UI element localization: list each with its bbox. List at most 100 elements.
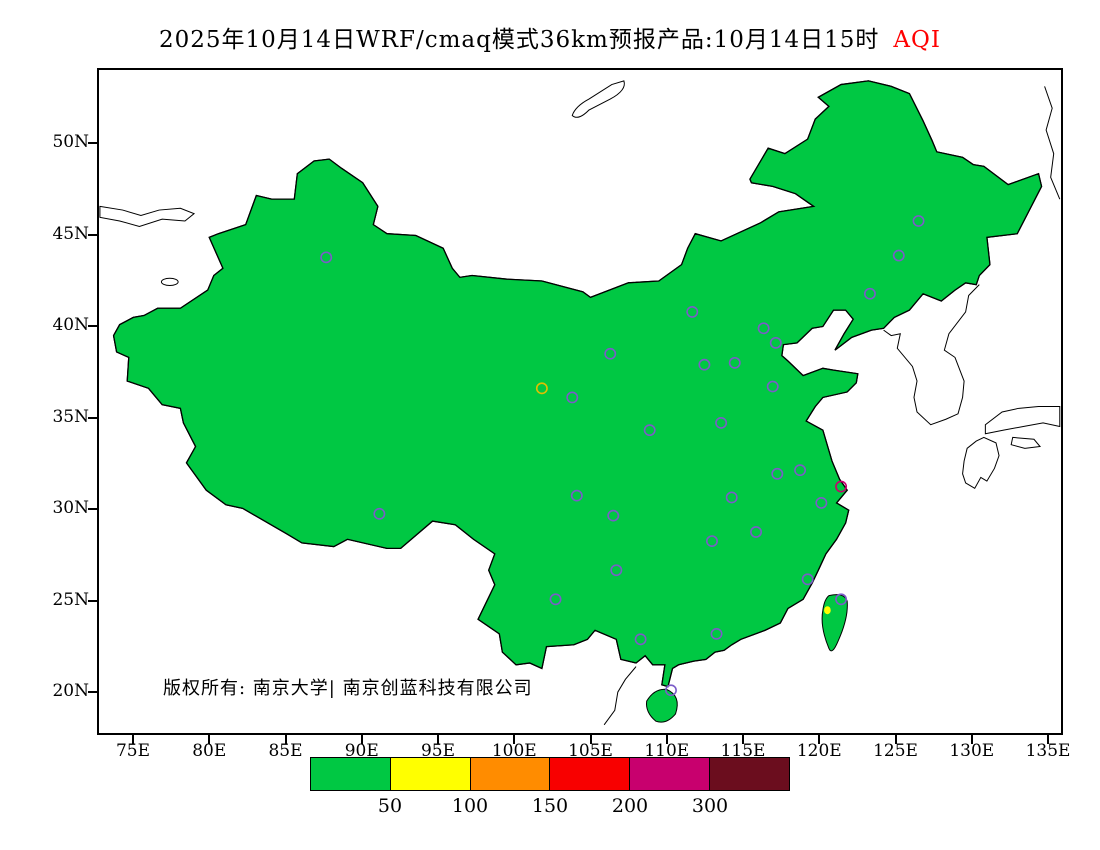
page-title: 2025年10月14日WRF/cmaq模式36km预报产品:10月14日15时 A…: [0, 20, 1100, 54]
lon-tick-mark: [208, 735, 211, 744]
station-marker: [550, 594, 560, 604]
lon-tick-label: 105E: [568, 741, 613, 761]
china-border-outline: [114, 81, 1042, 687]
lon-tick-label: 110E: [644, 741, 690, 761]
lake-baikal: [572, 81, 624, 117]
lon-tick-mark: [1047, 735, 1049, 744]
korea-coastline: [884, 285, 980, 425]
lon-tick-mark: [360, 735, 363, 744]
station-marker: [894, 250, 904, 260]
lon-tick-mark: [437, 735, 439, 744]
station-marker: [666, 685, 676, 695]
lon-tick-mark: [132, 735, 134, 744]
station-marker: [727, 492, 737, 502]
lon-tick-label: 90E: [344, 741, 379, 761]
lon-tick-label: 80E: [192, 741, 227, 761]
station-marker: [635, 634, 645, 644]
station-marker: [716, 418, 726, 428]
colorbar-boundary-label: 100: [451, 795, 489, 817]
colorbar-boundary-label: 300: [691, 795, 729, 817]
station-marker: [751, 527, 761, 537]
station-marker: [816, 498, 826, 508]
station-marker: [803, 574, 813, 584]
colorbar-boundary-label: 50: [377, 795, 403, 817]
shikoku-coastline: [1011, 437, 1040, 448]
lon-tick-label: 95E: [420, 741, 456, 761]
china-aqi-map: [99, 70, 1061, 733]
station-marker: [836, 481, 846, 491]
station-marker: [772, 469, 782, 479]
lon-tick-label: 85E: [268, 741, 303, 761]
lat-tick-mark: [88, 233, 97, 236]
lon-tick-mark: [742, 735, 744, 744]
lon-tick-label: 100E: [491, 741, 537, 761]
colorbar-boundary-label: 150: [531, 795, 569, 817]
lon-tick-mark: [970, 735, 973, 744]
lat-tick-label: 40N: [52, 315, 89, 335]
lon-tick-mark: [589, 735, 592, 744]
station-marker: [611, 565, 621, 575]
station-marker: [699, 360, 709, 370]
station-marker: [836, 594, 846, 604]
station-marker: [707, 536, 717, 546]
lon-tick-label: 115E: [720, 741, 766, 761]
contour-stibet-orange: [406, 553, 414, 562]
lon-tick-mark: [818, 735, 821, 744]
lat-tick-label: 25N: [52, 589, 89, 610]
colorbar-segment: [310, 757, 391, 791]
lon-tick-label: 75E: [115, 741, 151, 761]
station-marker: [608, 511, 618, 521]
hainan-island: [646, 689, 677, 722]
station-marker: [645, 425, 655, 435]
station-marker: [771, 338, 781, 348]
lon-tick-mark: [894, 735, 897, 744]
station-marker: [687, 307, 697, 317]
colorbar-segment: [629, 757, 711, 791]
tatar-strait-coastline: [1045, 86, 1060, 199]
colorbar-segment: [709, 757, 790, 791]
lon-tick-mark: [665, 735, 668, 744]
colorbar-segment: [549, 757, 631, 791]
lat-tick-mark: [88, 691, 97, 693]
station-markers: [321, 216, 924, 695]
lake-balkhash: [100, 206, 194, 226]
title-text: 2025年10月14日WRF/cmaq模式36km预报产品:10月14日15时: [159, 27, 880, 53]
vietnam-coastline: [604, 667, 636, 725]
colorbar-segments: [310, 757, 790, 791]
lat-tick-mark: [88, 416, 97, 419]
station-marker: [567, 392, 577, 402]
lon-tick-mark: [284, 735, 287, 744]
station-marker: [865, 289, 875, 299]
station-marker: [768, 381, 778, 391]
lat-tick-label: 30N: [52, 498, 89, 518]
map-plot-frame: 版权所有: 南京大学| 南京创蓝科技有限公司: [97, 68, 1063, 735]
lat-tick-mark: [88, 325, 97, 327]
station-marker: [572, 491, 582, 501]
kyushu-coastline: [963, 437, 999, 488]
colorbar-segment: [389, 757, 471, 791]
station-marker: [913, 216, 923, 226]
title-variable: AQI: [893, 27, 941, 53]
station-marker: [537, 383, 547, 393]
lon-tick-label: 130E: [949, 741, 995, 761]
lat-tick-label: 35N: [52, 406, 89, 427]
lat-tick-mark: [88, 599, 97, 602]
honshu-coastline: [985, 407, 1059, 434]
lat-tick-label: 45N: [52, 223, 89, 244]
station-marker: [374, 509, 384, 519]
station-marker: [605, 349, 615, 359]
station-marker: [711, 629, 721, 639]
station-marker: [758, 323, 768, 333]
colorbar-boundary-label: 200: [611, 795, 649, 817]
lake-issykkul: [161, 278, 178, 285]
colorbar: 50 100 150 200 300: [310, 757, 790, 817]
lat-tick-label: 50N: [52, 132, 89, 152]
lat-tick-label: 20N: [52, 681, 89, 701]
copyright-text: 版权所有: 南京大学| 南京创蓝科技有限公司: [163, 678, 533, 699]
lat-tick-mark: [88, 142, 97, 144]
foreign-coastlines: [100, 81, 1060, 725]
lon-tick-label: 135E: [1025, 741, 1071, 761]
lon-tick-mark: [513, 735, 516, 744]
station-marker: [321, 252, 331, 262]
